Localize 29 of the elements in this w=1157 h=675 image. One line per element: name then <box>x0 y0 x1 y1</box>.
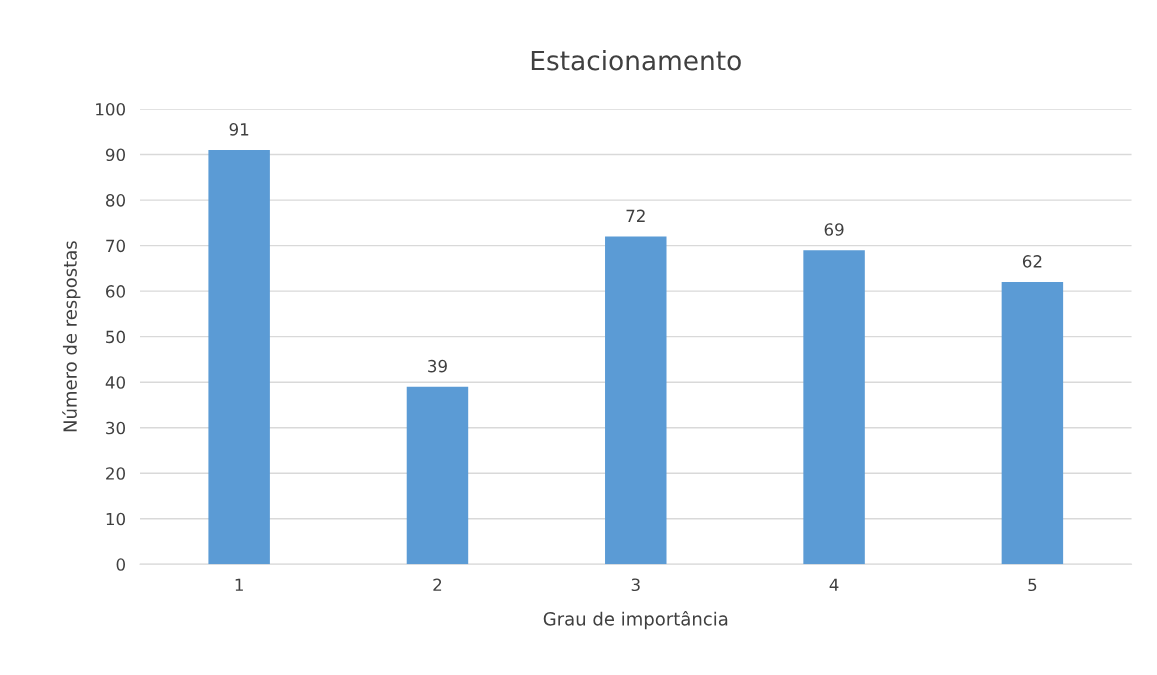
y-tick-label: 40 <box>105 376 125 389</box>
bar <box>1001 282 1064 565</box>
x-axis-title: Grau de importância <box>543 610 728 630</box>
y-tick-label: 10 <box>106 512 125 526</box>
data-label: 39 <box>428 359 447 373</box>
data-label: 72 <box>626 209 645 222</box>
bar <box>406 386 469 565</box>
y-axis-title: Número de respostas <box>62 241 81 432</box>
data-label: 69 <box>824 223 844 236</box>
y-tick-label: 70 <box>106 239 125 253</box>
x-tick-label: 2 <box>433 578 442 591</box>
y-tick-label: 100 <box>96 102 125 116</box>
bar <box>208 149 270 565</box>
y-tick-label: 60 <box>106 285 125 298</box>
y-tick-label: 0 <box>116 558 125 571</box>
x-tick-label: 5 <box>1028 578 1037 592</box>
x-tick-label: 1 <box>235 578 243 591</box>
bar <box>605 236 667 565</box>
chart-title: Estacionamento <box>531 50 741 71</box>
y-tick-label: 90 <box>105 148 125 162</box>
y-tick-label: 30 <box>106 421 125 435</box>
bar <box>803 250 865 565</box>
y-tick-label: 50 <box>106 330 125 344</box>
data-label: 91 <box>229 123 249 136</box>
y-tick-label: 20 <box>106 467 125 480</box>
x-tick-label: 4 <box>829 578 839 591</box>
y-tick-label: 80 <box>106 194 125 207</box>
x-tick-label: 3 <box>631 578 640 592</box>
data-label: 62 <box>1022 255 1042 268</box>
